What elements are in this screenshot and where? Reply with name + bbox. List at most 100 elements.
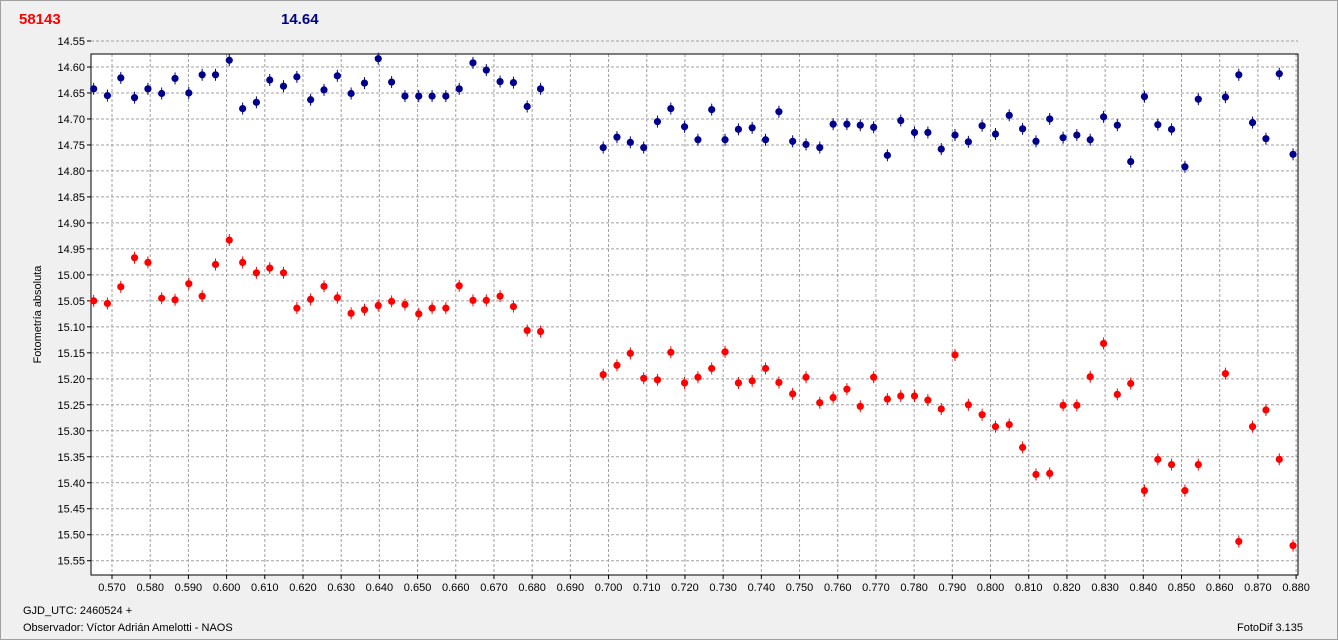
data-point <box>144 85 152 93</box>
y-tick-label: 14.65 <box>57 88 85 100</box>
data-point <box>870 373 878 381</box>
data-point <box>721 348 729 356</box>
data-point <box>1167 460 1176 469</box>
x-tick-label: 0.680 <box>518 582 546 594</box>
y-tick-label: 15.45 <box>57 504 85 516</box>
y-tick-label: 15.50 <box>57 530 85 542</box>
data-point <box>1140 486 1149 495</box>
data-point <box>694 373 702 381</box>
x-tick-label: 0.850 <box>1168 582 1196 594</box>
data-point <box>158 294 166 302</box>
x-tick-label: 0.660 <box>442 582 470 594</box>
data-point <box>307 96 315 104</box>
x-tick-label: 0.780 <box>900 582 928 594</box>
y-tick-label: 14.70 <box>57 114 85 126</box>
data-point <box>599 143 607 152</box>
y-tick-label: 15.10 <box>57 322 85 334</box>
data-point <box>185 280 193 288</box>
data-point <box>1262 135 1270 143</box>
data-point <box>1181 486 1189 495</box>
data-point <box>1289 542 1297 550</box>
data-point <box>320 86 328 94</box>
y-tick-label: 15.05 <box>57 296 85 308</box>
data-point <box>883 395 891 403</box>
data-point <box>721 136 729 144</box>
data-point <box>924 396 932 404</box>
data-point <box>428 304 436 312</box>
data-point <box>708 364 716 373</box>
x-tick-label: 0.670 <box>480 582 508 594</box>
data-point <box>455 85 463 93</box>
data-point <box>1046 469 1054 477</box>
data-point <box>266 76 274 84</box>
data-point <box>599 371 607 379</box>
data-point <box>1086 373 1094 381</box>
data-point <box>333 294 341 302</box>
data-point <box>293 73 301 81</box>
y-tick-label: 14.55 <box>57 36 85 48</box>
y-tick-label: 14.80 <box>57 166 85 178</box>
data-point <box>1194 95 1202 103</box>
x-tick-label: 0.710 <box>633 582 661 594</box>
data-point <box>1059 134 1067 142</box>
data-point <box>1005 420 1013 429</box>
data-point <box>708 106 716 114</box>
x-tick-label: 0.720 <box>671 582 699 594</box>
data-point <box>653 117 662 126</box>
data-point <box>1113 390 1121 399</box>
x-tick-label: 0.750 <box>786 582 814 594</box>
data-point <box>198 292 206 300</box>
data-point <box>225 56 233 64</box>
data-point <box>978 122 986 130</box>
data-point <box>829 120 837 128</box>
data-point <box>374 301 382 310</box>
data-point <box>90 85 98 93</box>
data-point <box>279 269 288 277</box>
data-point <box>761 364 770 373</box>
x-tick-label: 0.810 <box>1015 582 1043 594</box>
data-point <box>388 297 396 305</box>
data-point <box>401 300 409 309</box>
data-point <box>789 137 797 145</box>
observer-label: Observador: Víctor Adrián Amelotti - NAO… <box>23 622 233 634</box>
data-point <box>117 74 125 82</box>
data-point <box>171 296 179 304</box>
data-point <box>347 89 355 98</box>
y-tick-label: 14.90 <box>57 218 85 230</box>
data-point <box>1113 121 1121 129</box>
x-tick-label: 0.870 <box>1244 582 1272 594</box>
data-point <box>1248 423 1257 431</box>
data-point <box>523 326 531 335</box>
data-point <box>640 143 648 152</box>
data-point <box>897 392 905 400</box>
y-tick-label: 15.35 <box>57 452 85 464</box>
data-point <box>1019 443 1027 452</box>
y-tick-label: 15.00 <box>57 270 85 282</box>
plot-area <box>91 54 1298 575</box>
data-point <box>775 378 783 387</box>
data-point <box>924 128 932 137</box>
y-tick-label: 14.60 <box>57 62 85 74</box>
data-point <box>1019 125 1027 133</box>
data-point <box>870 123 878 131</box>
data-point <box>130 254 139 262</box>
photometry-scatter-chart: 0.570 0.580 0.590 0.600 0.610 0.620 0.630 0.640… <box>32 36 1310 594</box>
data-point <box>1275 70 1283 78</box>
data-point <box>951 131 959 139</box>
data-point <box>1099 339 1108 348</box>
data-point <box>117 283 125 291</box>
data-point <box>1032 137 1040 145</box>
data-point <box>626 349 634 357</box>
data-point <box>856 402 864 410</box>
data-point <box>103 91 112 100</box>
y-tick-label: 14.95 <box>57 244 85 256</box>
data-point <box>469 59 477 67</box>
data-point <box>1262 406 1270 414</box>
x-tick-label: 0.860 <box>1206 582 1234 594</box>
data-point <box>509 302 518 311</box>
data-point <box>401 92 409 100</box>
data-point <box>613 133 621 141</box>
x-tick-label: 0.610 <box>251 582 279 594</box>
data-point <box>748 377 756 385</box>
data-point <box>1127 157 1135 166</box>
